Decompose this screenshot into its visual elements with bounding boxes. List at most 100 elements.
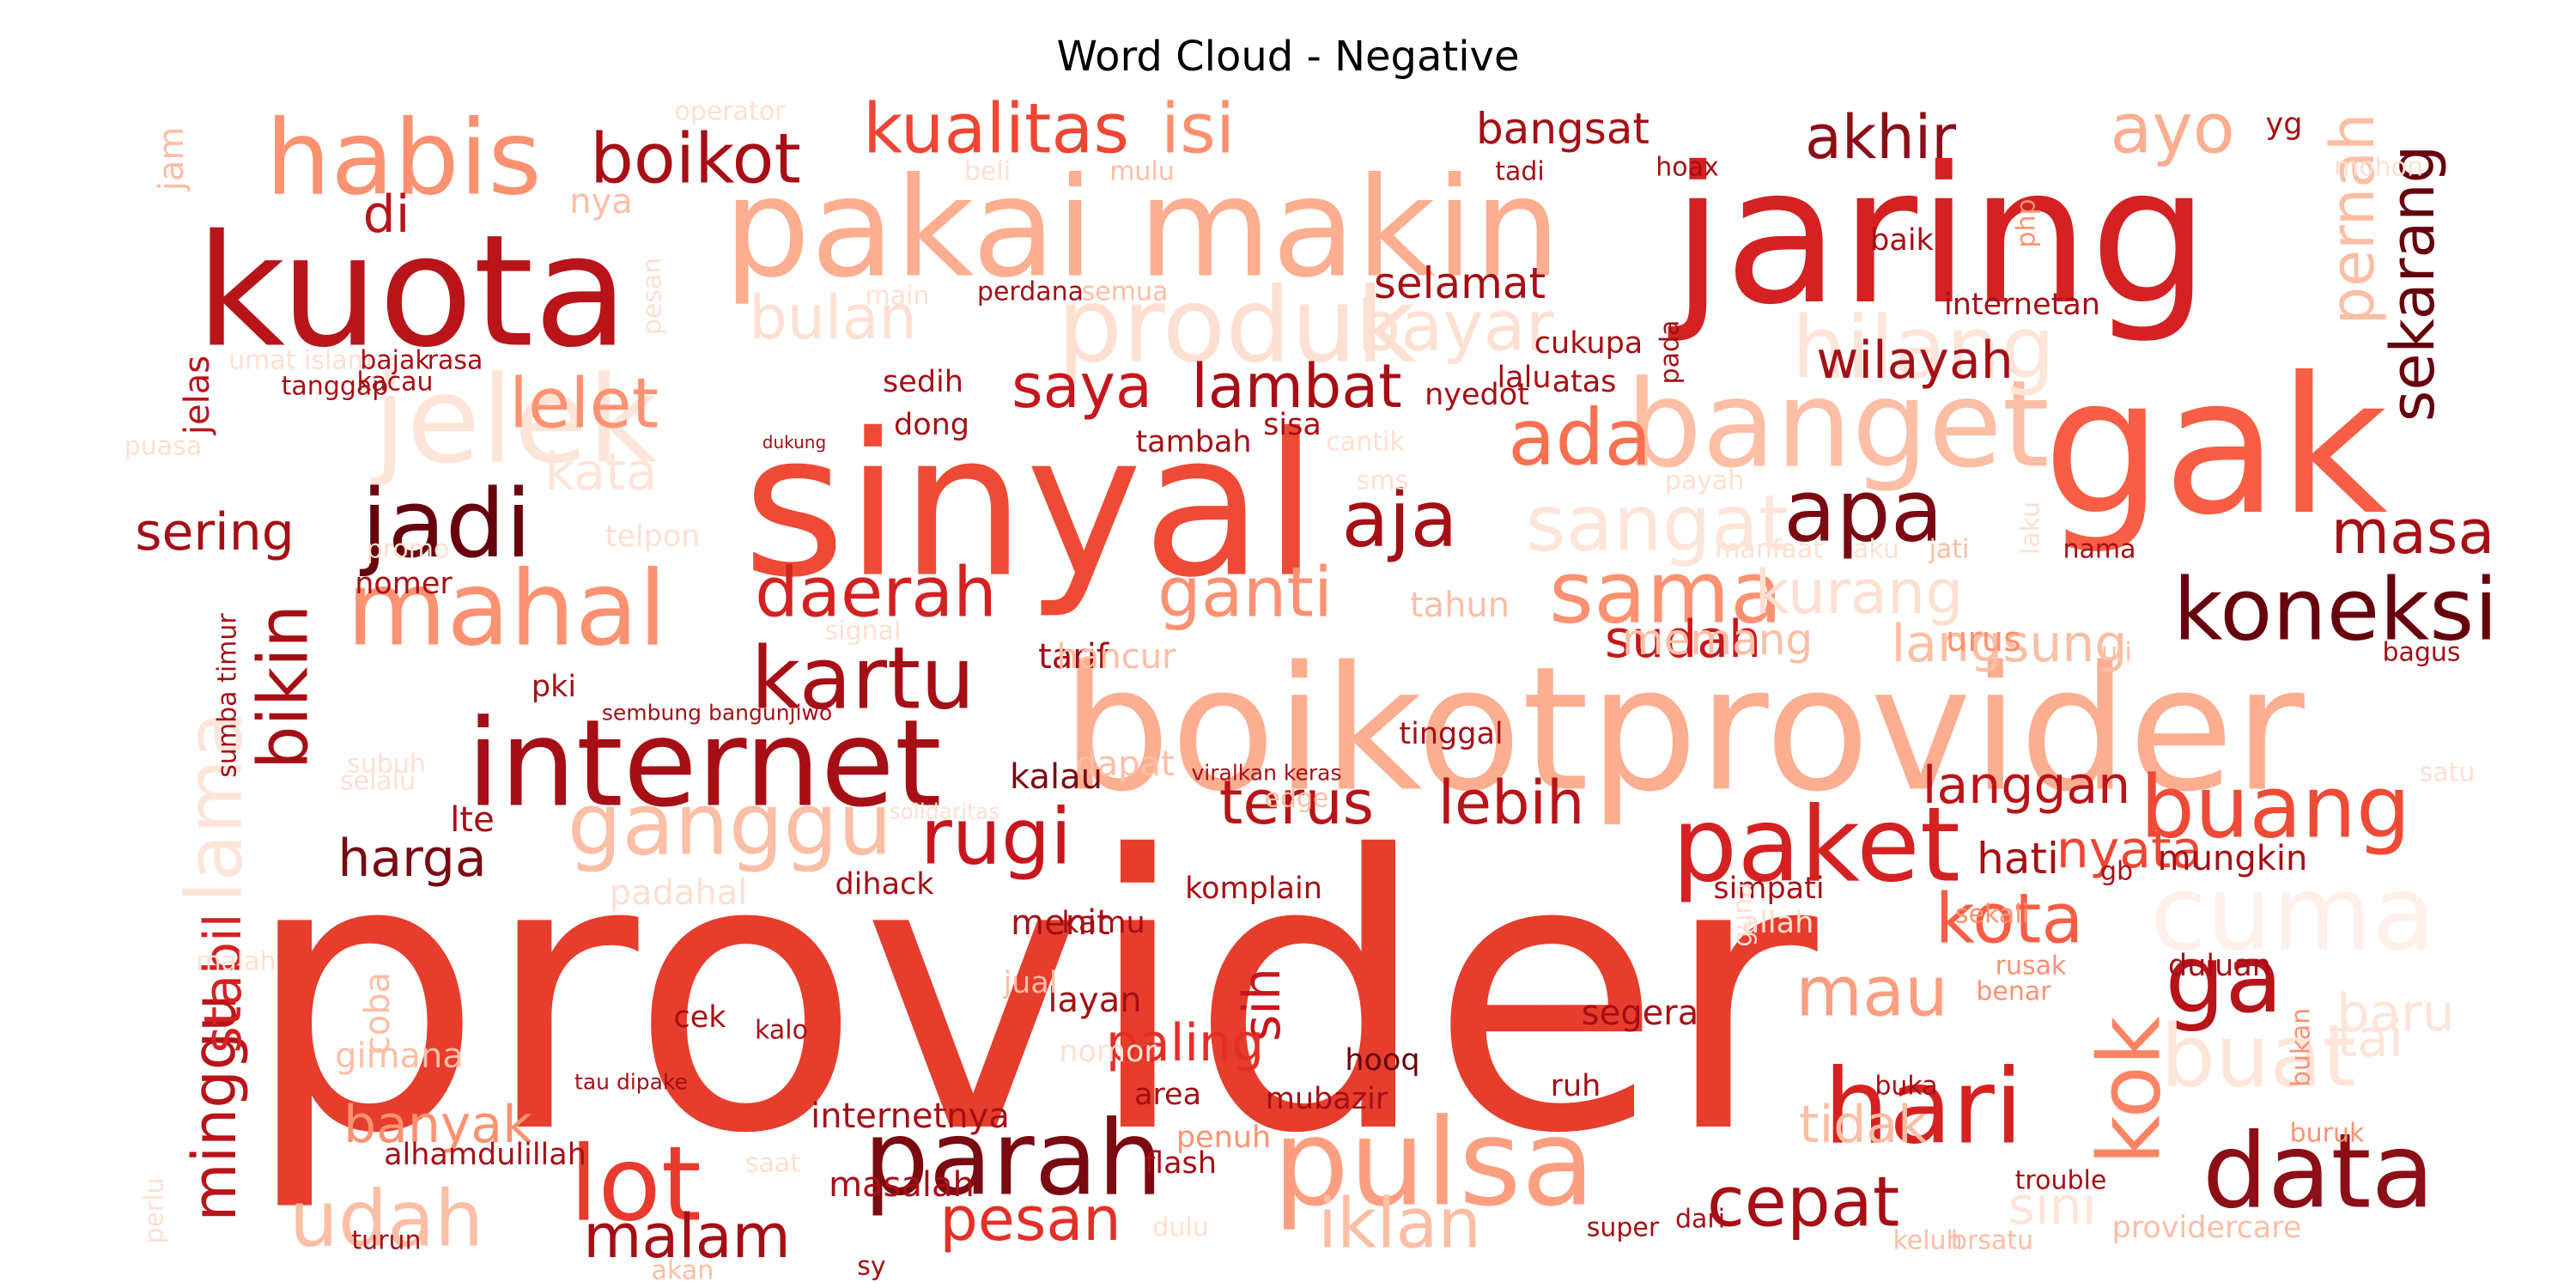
word: internet <box>466 695 942 835</box>
word: dukung <box>762 432 826 453</box>
word: tanggap <box>282 372 389 402</box>
word: dulu <box>1152 1213 1208 1243</box>
word: bagus <box>2382 638 2460 668</box>
word: rusak <box>1996 951 2067 981</box>
word: gb <box>2100 857 2133 887</box>
word: satu <box>2420 758 2476 788</box>
word: segera <box>1582 993 1698 1033</box>
word: daerah <box>755 553 997 633</box>
word: gak <box>2043 337 2388 556</box>
word: banget <box>1625 355 2049 495</box>
word: saya <box>1012 351 1152 422</box>
word: nomer <box>355 567 453 601</box>
word: subuh <box>347 750 426 780</box>
word: hati <box>1977 834 2059 884</box>
word: semua <box>1082 277 1169 307</box>
word: lot <box>569 1126 702 1245</box>
word: cantik <box>1326 428 1405 458</box>
word: operator <box>674 97 786 127</box>
word: ayo <box>2110 89 2234 169</box>
word: php <box>2012 198 2042 247</box>
word: main <box>866 282 930 312</box>
word: pesan <box>939 1184 1121 1255</box>
word: minggu <box>179 993 250 1221</box>
word: akhir <box>1805 102 1956 173</box>
word: brsatu <box>1951 1226 2033 1256</box>
word: koneksi <box>2173 560 2498 660</box>
word: manfaat <box>1715 535 1823 565</box>
word: sekarang <box>2378 145 2448 422</box>
word: ganggu <box>568 775 892 875</box>
word: sumba timur <box>213 613 243 778</box>
word: boikot <box>590 119 801 199</box>
word: malah <box>196 947 276 977</box>
word: nomor <box>1059 1035 1157 1069</box>
word: trouble <box>2015 1166 2107 1196</box>
word: kalau <box>1010 757 1103 797</box>
word: masalah <box>829 1165 975 1205</box>
word: keluh <box>1893 1226 1962 1256</box>
word: urus <box>1946 620 2021 659</box>
word: signal <box>825 617 902 647</box>
word: pulsa <box>1273 1094 1595 1234</box>
word: bikin <box>244 605 324 769</box>
word: padahal <box>610 873 748 913</box>
word: yg <box>2266 107 2303 142</box>
word: jati <box>1929 535 1970 565</box>
word: hari <box>1824 1048 2023 1168</box>
word: jadi <box>360 469 532 579</box>
word: tarif <box>1038 637 1109 677</box>
word: simpati <box>1713 872 1824 906</box>
word: sisa <box>1263 408 1321 442</box>
word: perdana <box>977 277 1084 307</box>
word: tadi <box>1495 157 1545 187</box>
word: sini <box>2008 1176 2097 1236</box>
word: cukupa <box>1534 326 1643 361</box>
word: ga <box>2165 924 2282 1034</box>
word: sih <box>1232 968 1292 1042</box>
word: mahal <box>346 550 666 670</box>
word: langgan <box>1923 756 2130 816</box>
word: nyata <box>2057 820 2203 880</box>
word: masa <box>2331 497 2494 568</box>
word: tai <box>2337 1009 2403 1069</box>
word: turun <box>351 1226 421 1256</box>
word: area <box>1134 1078 1201 1112</box>
word: boikotprovider <box>1061 630 2305 830</box>
word: bulan <box>749 283 917 353</box>
word: atas <box>1552 365 1617 399</box>
word: dapat <box>1075 744 1175 784</box>
word: kacau <box>356 368 433 398</box>
word: providercare <box>2112 1211 2302 1245</box>
word: laku <box>2016 501 2046 555</box>
word: sinyal <box>743 392 1318 622</box>
word: cepat <box>1707 1163 1899 1242</box>
word: hilang <box>1791 298 2055 398</box>
word: terus <box>1219 768 1374 838</box>
word: sedih <box>883 365 963 399</box>
word: tahun <box>1410 586 1510 625</box>
word: promo <box>367 535 450 565</box>
word: pki <box>532 670 576 704</box>
word: benar <box>1976 977 2051 1007</box>
word: kurang <box>1754 557 1963 628</box>
word: sudah <box>1605 610 1761 670</box>
word: dari <box>1675 1205 1725 1235</box>
word: lelet <box>509 364 659 444</box>
word: payah <box>1665 466 1745 496</box>
word: komplain <box>1185 872 1322 906</box>
word: alhamdulillah <box>384 1138 586 1172</box>
word: ruh <box>1551 1069 1601 1103</box>
word: buruk <box>2290 1119 2365 1149</box>
word: coba <box>358 972 398 1054</box>
word: jelek <box>370 351 657 491</box>
word: lalu <box>1497 361 1551 395</box>
word: habis <box>265 100 542 219</box>
word: solidaritas <box>890 799 1000 824</box>
word: produk <box>1057 267 1417 386</box>
word: sering <box>135 502 295 562</box>
word: pernah <box>2318 113 2388 325</box>
word: baik <box>1870 223 1934 258</box>
word: aja <box>1341 475 1457 565</box>
